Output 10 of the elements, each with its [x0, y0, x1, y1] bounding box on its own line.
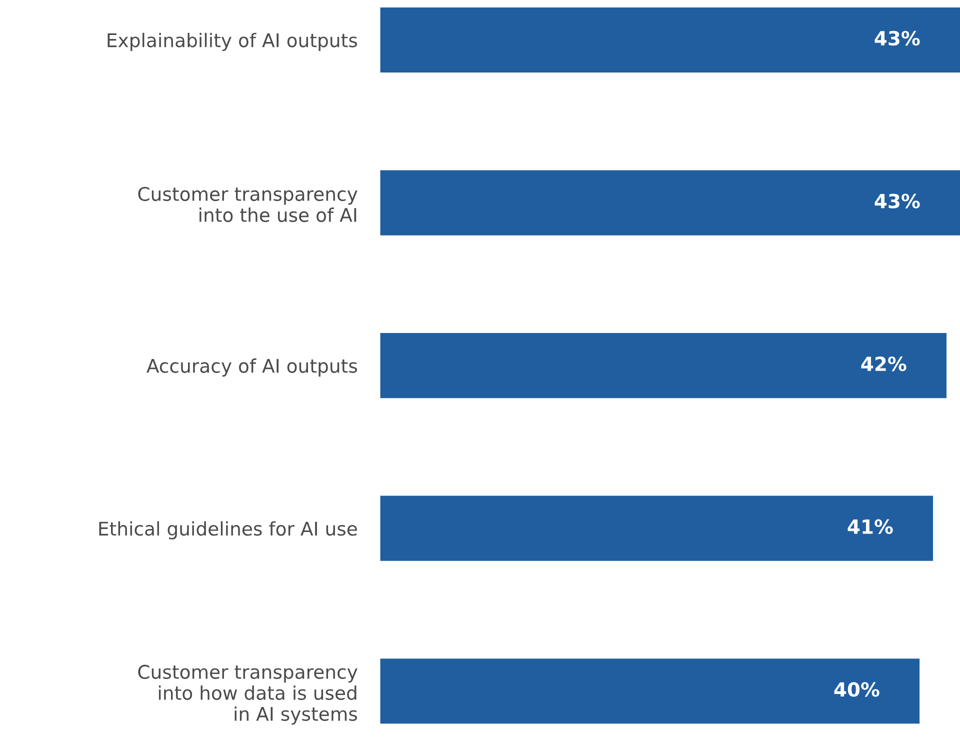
y-tick-label: Accuracy of AI outputs — [146, 358, 358, 377]
data-label: 43% — [874, 194, 920, 208]
y-tick-label: Explainability of AI outputs — [108, 32, 358, 51]
data-label: 41% — [848, 519, 893, 534]
y-tick-label: Ethical guidelines for AI use — [99, 521, 357, 540]
data-label: 43% — [874, 30, 920, 46]
data-label: 42% — [861, 356, 906, 372]
y-tick-label: Customer transparency into how data is used in AI systems — [138, 664, 358, 725]
y-tick-label: Customer transparency into the use of AI — [138, 186, 358, 222]
data-label: 40% — [834, 682, 880, 697]
